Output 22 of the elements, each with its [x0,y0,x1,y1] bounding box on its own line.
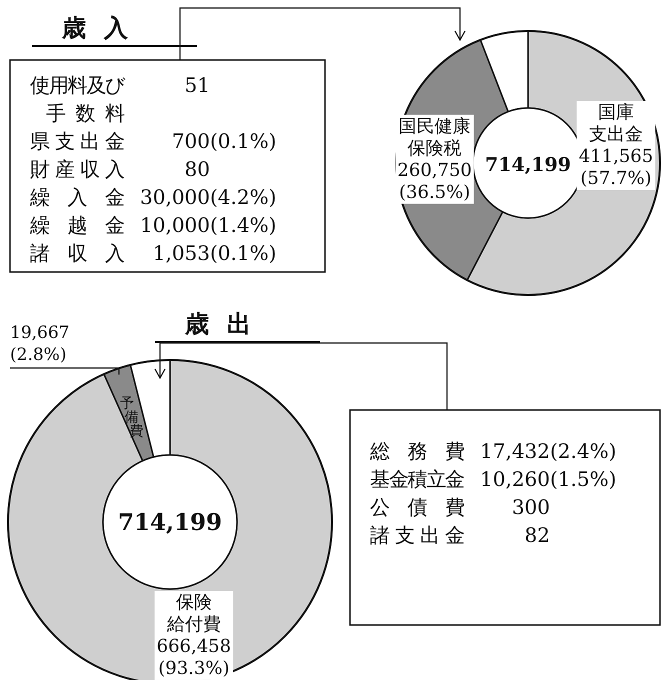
data-label: 19,667(2.8%) [10,323,70,365]
text: 繰入金 30,000(4.2%) [29,185,276,209]
data-label: 411,565(57.7%) [578,146,654,189]
text: 公債費 300 [370,495,550,519]
text: 総務費 17,432(2.4%) [369,439,616,463]
text: 諸支出金 82 [370,523,550,547]
slice-label: 国庫支出金 [588,102,643,145]
text: 諸収入 1,053(0.1%) [30,241,276,265]
text: 714,199 [485,154,571,176]
text: 歳入 [61,13,146,42]
text: 714,199 [118,509,222,536]
data-label: 260,750(36.5%) [397,160,472,203]
slice-label: 国民健康保険税 [398,116,471,159]
text: 繰越金 10,000(1.4%) [29,213,276,237]
data-label: 666,458(93.3%) [156,636,232,679]
text: 使用料及び手数料 51 [30,73,210,125]
text: 財産収入 80 [30,157,210,181]
chart-title: 歳出 [184,309,269,338]
slice-label: 保険給付費 [166,592,221,635]
text: 県支出金 700(0.1%) [30,129,276,153]
slice-label: 予備費 [120,395,144,440]
text: 基金積立金 10,260(1.5%) [370,467,616,491]
